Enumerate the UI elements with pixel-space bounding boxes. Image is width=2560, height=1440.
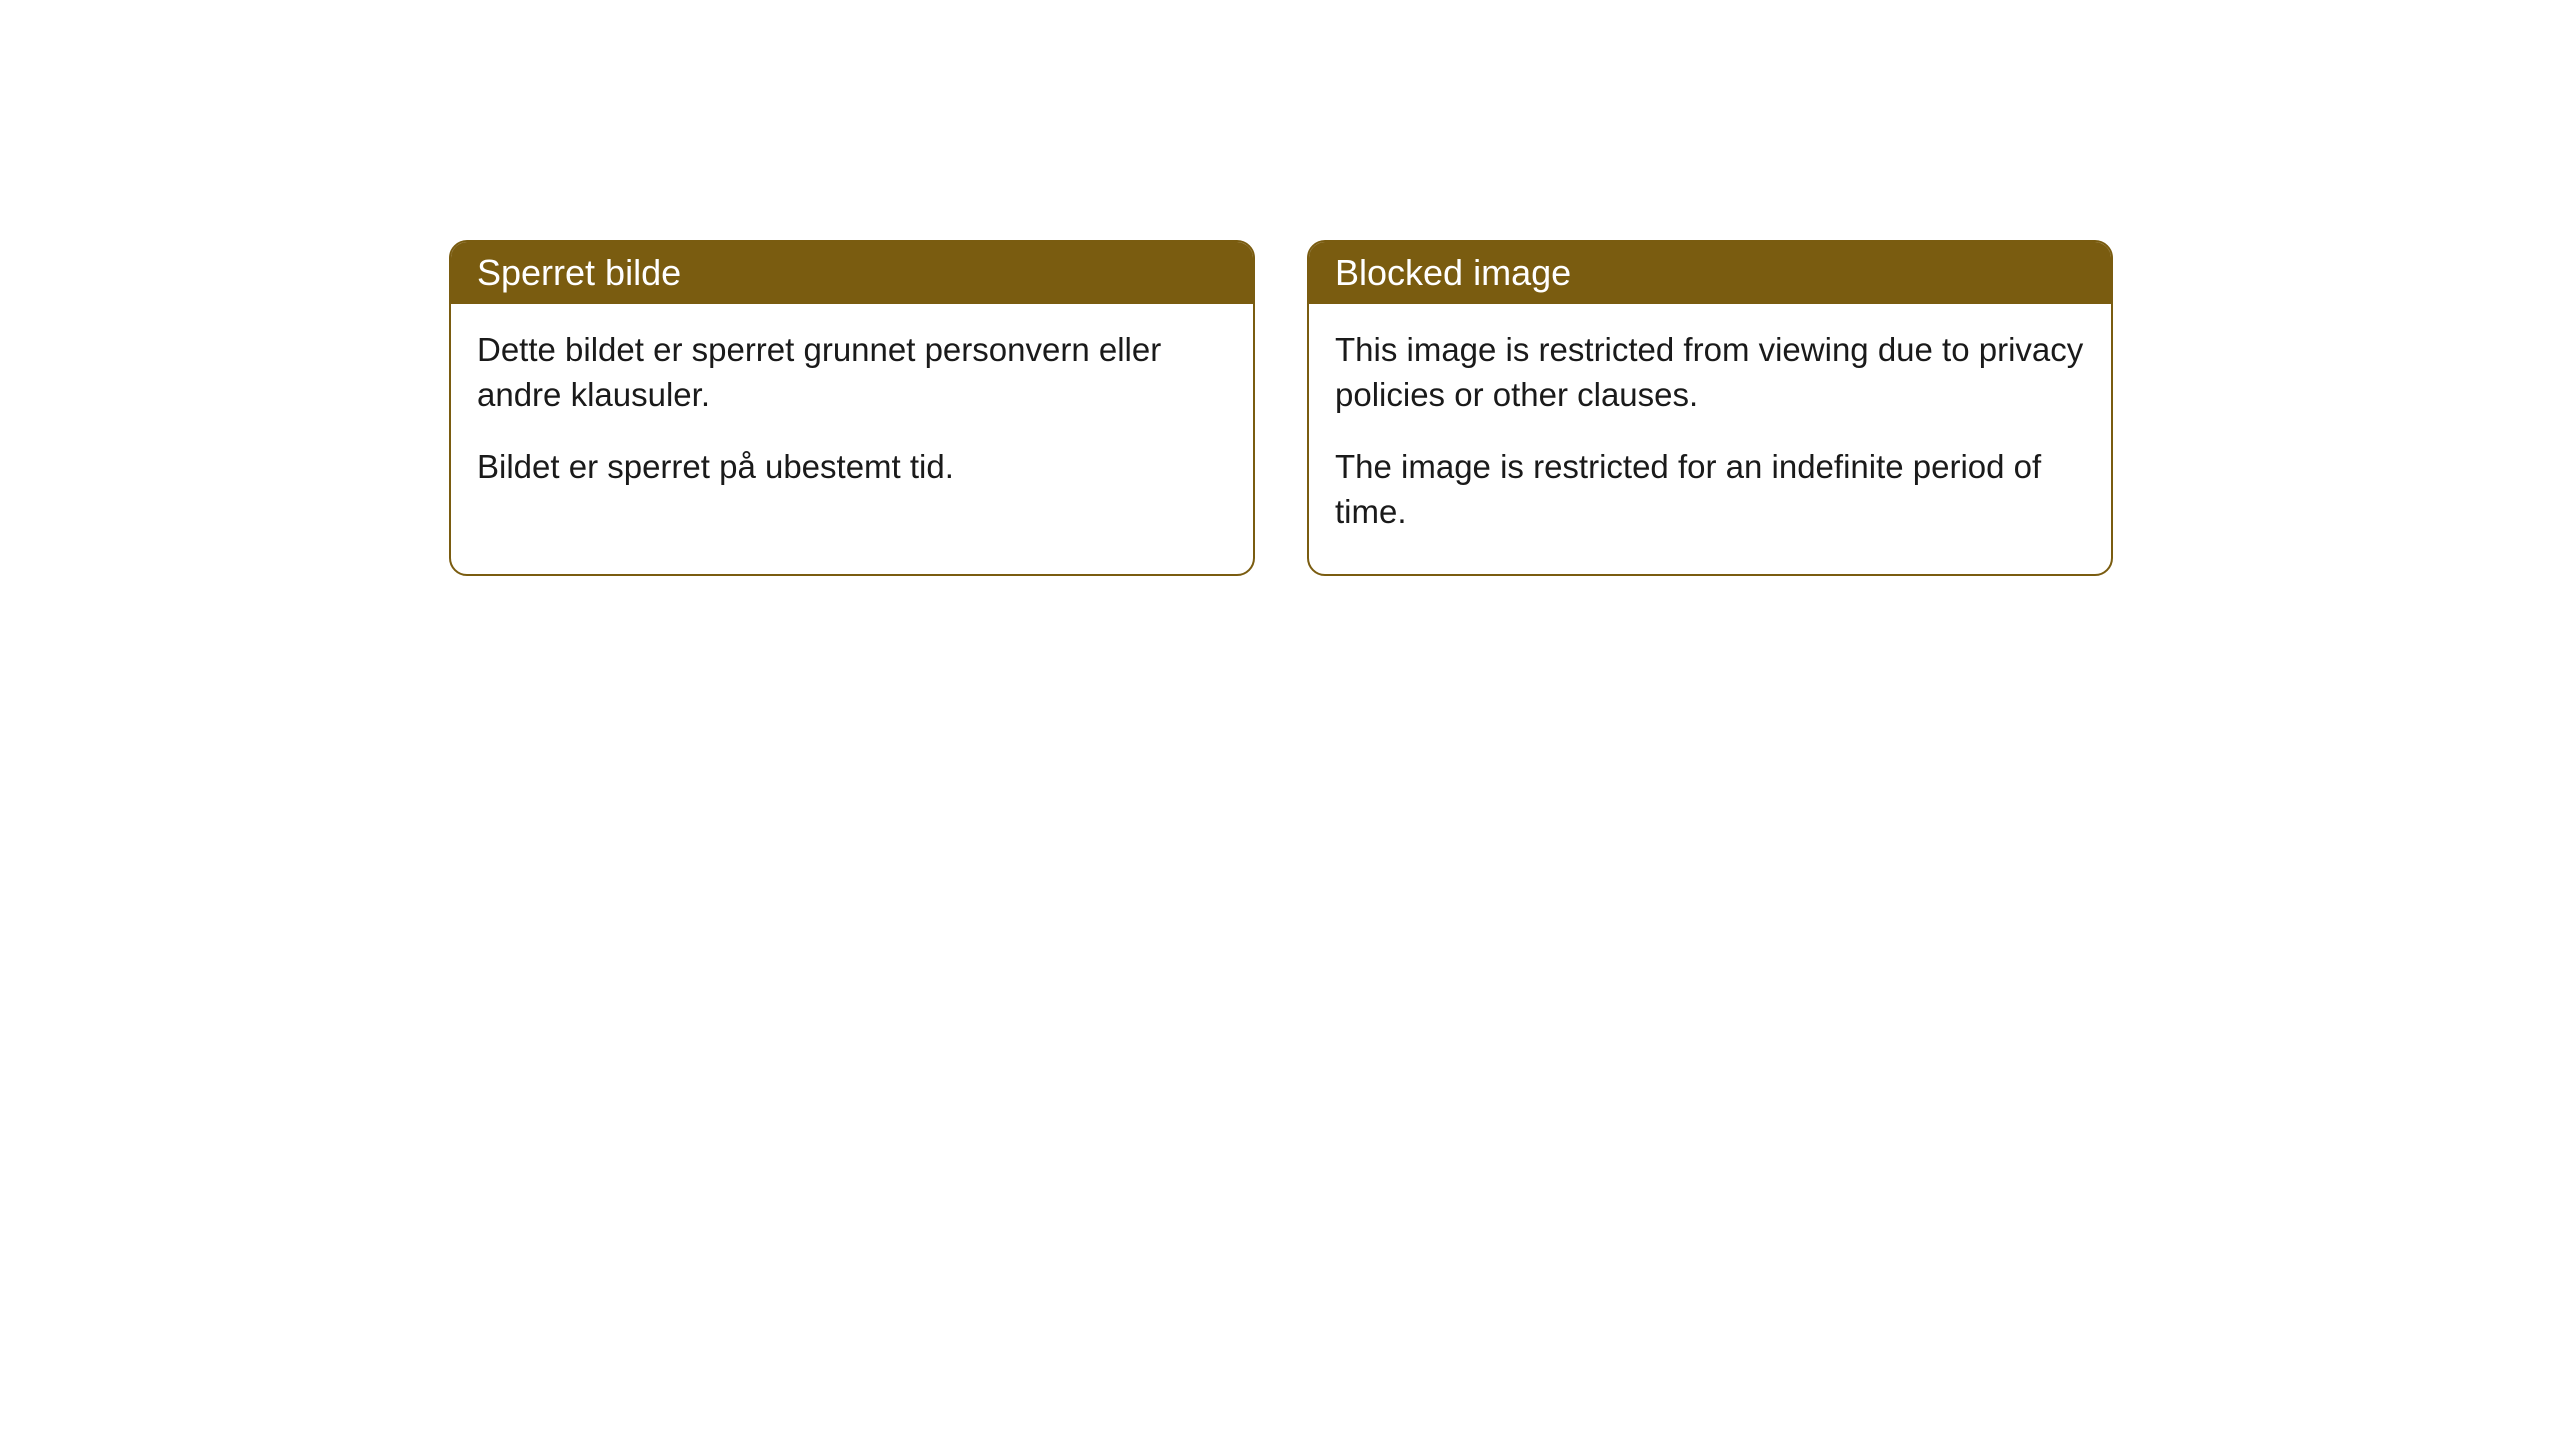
card-paragraph: Bildet er sperret på ubestemt tid. bbox=[477, 445, 1227, 490]
card-header: Blocked image bbox=[1309, 242, 2111, 304]
card-body: This image is restricted from viewing du… bbox=[1309, 304, 2111, 574]
card-header: Sperret bilde bbox=[451, 242, 1253, 304]
card-title: Sperret bilde bbox=[477, 252, 681, 293]
card-title: Blocked image bbox=[1335, 252, 1571, 293]
card-paragraph: This image is restricted from viewing du… bbox=[1335, 328, 2085, 417]
notice-card-english: Blocked image This image is restricted f… bbox=[1307, 240, 2113, 576]
notice-container: Sperret bilde Dette bildet er sperret gr… bbox=[449, 240, 2113, 576]
card-body: Dette bildet er sperret grunnet personve… bbox=[451, 304, 1253, 530]
card-paragraph: Dette bildet er sperret grunnet personve… bbox=[477, 328, 1227, 417]
notice-card-norwegian: Sperret bilde Dette bildet er sperret gr… bbox=[449, 240, 1255, 576]
card-paragraph: The image is restricted for an indefinit… bbox=[1335, 445, 2085, 534]
